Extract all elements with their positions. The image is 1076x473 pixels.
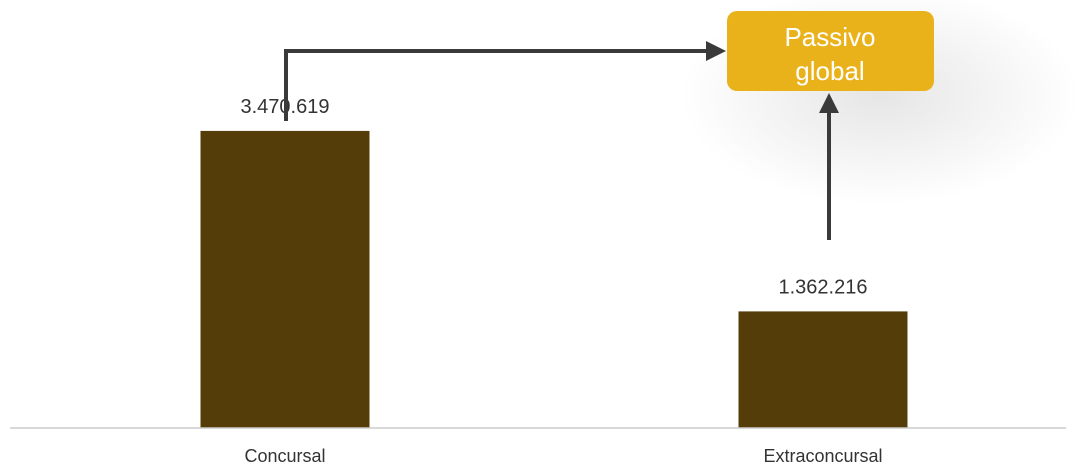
category-label-concursal: Concursal (244, 446, 325, 466)
bar-concursal (200, 130, 370, 428)
value-label-extraconcursal: 1.362.216 (779, 276, 868, 298)
annotation-line-1: Passivo (784, 22, 875, 52)
labels-layer: 3.470.619Concursal1.362.216Extraconcursa… (241, 96, 883, 466)
bar-extraconcursal (738, 311, 908, 428)
category-label-extraconcursal: Extraconcursal (763, 446, 882, 466)
annotation-box (727, 11, 934, 91)
passivo-global-annotation: Passivo global (727, 11, 934, 91)
connector-arrow-concursal (284, 41, 726, 121)
annotation-line-2: global (795, 56, 864, 86)
bars-layer (200, 130, 908, 428)
